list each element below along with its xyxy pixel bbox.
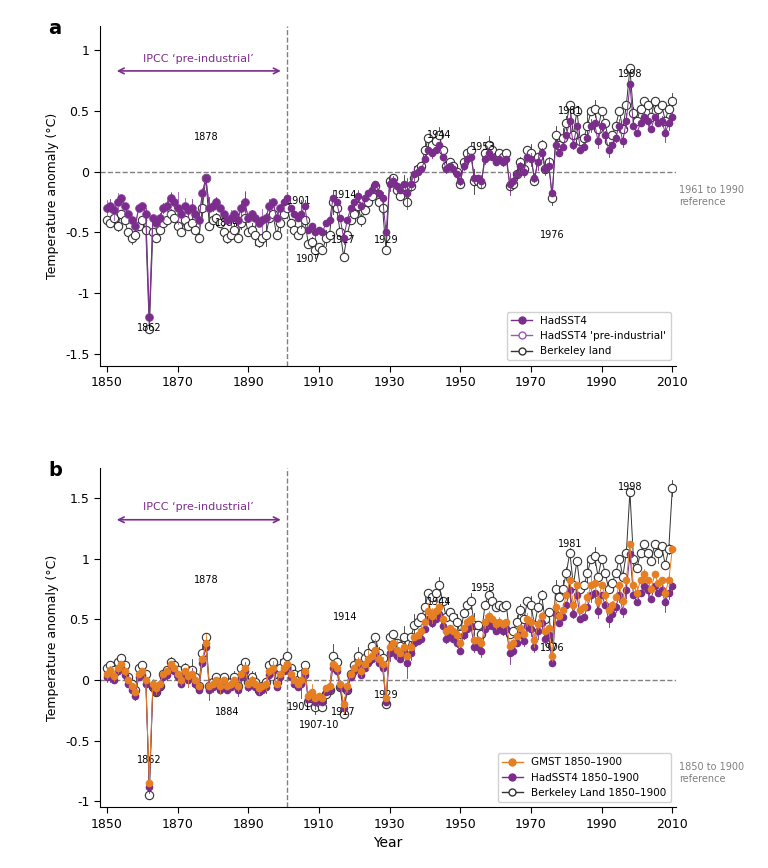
- Y-axis label: Temperature anomaly (°C): Temperature anomaly (°C): [46, 113, 59, 279]
- Text: b: b: [48, 461, 62, 480]
- Text: 1953: 1953: [471, 142, 495, 152]
- X-axis label: Year: Year: [373, 836, 402, 851]
- Text: 1914: 1914: [333, 612, 358, 621]
- Legend: HadSST4, HadSST4 'pre-industrial', Berkeley land: HadSST4, HadSST4 'pre-industrial', Berke…: [507, 312, 670, 360]
- Text: 1907-10: 1907-10: [299, 720, 339, 730]
- Text: 1862: 1862: [137, 323, 161, 333]
- Text: 1976: 1976: [540, 643, 564, 654]
- Text: 1981: 1981: [558, 106, 582, 115]
- Text: a: a: [48, 19, 61, 38]
- Text: 1929: 1929: [374, 234, 399, 245]
- Text: 1961 to 1990
reference: 1961 to 1990 reference: [679, 185, 743, 207]
- Text: 1944: 1944: [427, 130, 452, 140]
- Text: 1862: 1862: [137, 755, 161, 765]
- Legend: GMST 1850–1900, HadSST4 1850–1900, Berkeley Land 1850–1900: GMST 1850–1900, HadSST4 1850–1900, Berke…: [498, 753, 670, 802]
- Text: 1917: 1917: [331, 234, 356, 245]
- Text: 1917: 1917: [331, 707, 356, 717]
- Text: 1998: 1998: [617, 482, 642, 492]
- Text: 1998: 1998: [617, 69, 642, 79]
- Text: 1907: 1907: [296, 254, 321, 264]
- Text: 1901: 1901: [287, 196, 312, 206]
- Text: 1944: 1944: [427, 597, 452, 607]
- Text: 1878: 1878: [194, 133, 218, 142]
- Text: 1976: 1976: [540, 230, 564, 240]
- Text: IPCC ‘pre-industrial’: IPCC ‘pre-industrial’: [144, 503, 254, 512]
- Text: 1884: 1884: [215, 707, 240, 717]
- Text: 1878: 1878: [194, 575, 218, 585]
- Text: 1901: 1901: [287, 701, 312, 712]
- Text: 1981: 1981: [558, 539, 582, 549]
- Text: 1929: 1929: [374, 689, 399, 700]
- Text: 1914: 1914: [333, 190, 358, 200]
- Text: 1953: 1953: [471, 582, 495, 593]
- Text: IPCC ‘pre-industrial’: IPCC ‘pre-industrial’: [144, 54, 254, 63]
- Text: 1884: 1884: [215, 218, 240, 227]
- Y-axis label: Temperature anomaly (°C): Temperature anomaly (°C): [46, 555, 59, 720]
- Text: 1850 to 1900
reference: 1850 to 1900 reference: [679, 762, 744, 784]
